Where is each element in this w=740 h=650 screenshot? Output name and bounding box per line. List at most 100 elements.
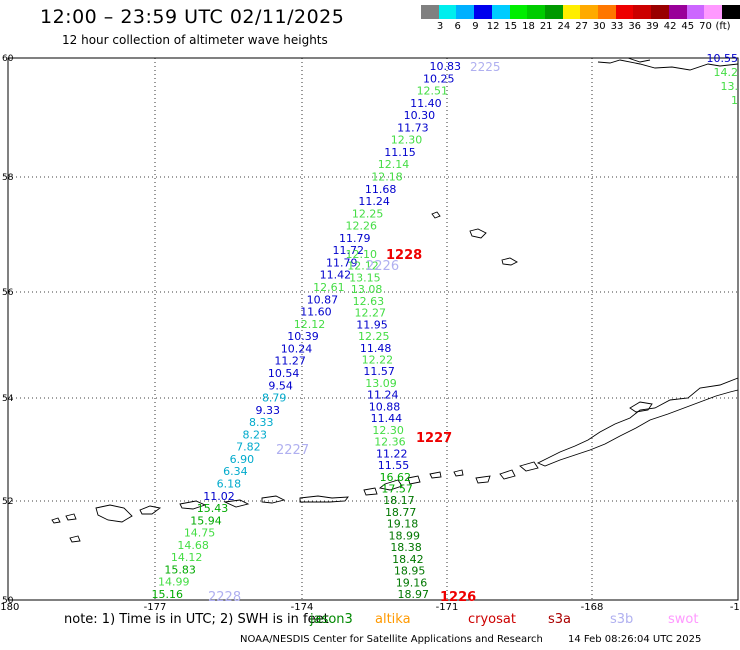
colorbar-swatch: [562, 5, 581, 19]
wave-height-value: 13.08: [351, 283, 383, 296]
wave-height-value: 18.97: [398, 588, 430, 601]
colorbar-label: 15: [504, 21, 518, 32]
wave-height-value: 8.79: [262, 392, 287, 405]
wave-height-value: 14.2: [714, 66, 739, 79]
colorbar-swatch: [651, 5, 670, 19]
wave-height-value: 11.72: [333, 244, 365, 257]
wave-height-value: 7.82: [236, 441, 261, 454]
wave-height-value: 11.42: [320, 269, 352, 282]
wave-height-value: 10.54: [268, 367, 300, 380]
lat-label: 56: [2, 288, 14, 298]
wave-height-value: 12.36: [374, 436, 406, 449]
wave-height-value: 12.27: [354, 307, 386, 320]
wave-height-value: 10.87: [307, 293, 339, 306]
wave-height-value: 17.57: [381, 482, 413, 495]
lon-label: -174: [291, 602, 314, 613]
legend-item-s3a: s3a: [548, 612, 572, 627]
note-text: note: 1) Time is in UTC; 2) SWH is in fe…: [64, 612, 329, 627]
colorbar-swatch: [615, 5, 634, 19]
wave-height-value: 11.95: [356, 318, 388, 331]
colorbar-swatch: [474, 5, 493, 19]
colorbar-label: 30: [592, 21, 606, 32]
pass-id-label: 2225: [470, 60, 501, 74]
wave-height-value: 12.26: [345, 220, 377, 233]
lat-label: 52: [2, 497, 13, 507]
wave-height-value: 12.25: [358, 330, 390, 343]
timestamp-text: 14 Feb 08:26:04 UTC 2025: [568, 634, 702, 645]
wave-height-value: 11.79: [326, 256, 358, 269]
lat-label: 50: [2, 596, 14, 606]
wave-height-value: 12.63: [353, 295, 385, 308]
pass-id-label: 1226: [440, 590, 476, 605]
legend-item-swot: swot: [668, 612, 699, 627]
wave-height-value: 6.90: [230, 453, 255, 466]
wave-height-value: 12.51: [417, 85, 449, 98]
wave-height-value: 11.27: [274, 355, 306, 368]
wave-height-value: 12.12: [294, 318, 326, 331]
wave-height-value: 15.16: [152, 588, 184, 601]
colorbar-label: 18: [522, 21, 535, 32]
colorbar-unit: (ft): [715, 21, 731, 32]
pass-id-label: 1228: [386, 248, 422, 263]
wave-height-value: 11.48: [360, 342, 392, 355]
map-frame: [7, 57, 739, 601]
wave-height-value: 10.30: [404, 109, 436, 122]
colorbar-swatch: [580, 5, 599, 19]
wave-height-value: 18.77: [385, 506, 417, 519]
lat-label: 54: [2, 394, 14, 404]
wave-height-value: 19.16: [396, 576, 428, 589]
wave-height-value: 8.33: [249, 416, 274, 429]
wave-height-value: 12.61: [313, 281, 345, 294]
wave-height-value: 11.40: [410, 97, 442, 110]
legend-item-altika: altika: [375, 612, 411, 627]
colorbar-swatch: [704, 5, 723, 19]
legend-item-cryosat: cryosat: [468, 612, 516, 627]
wave-height-value: 11.24: [358, 195, 390, 208]
wave-height-value: 11.55: [378, 459, 410, 472]
colorbar-label: 3: [436, 21, 444, 32]
colorbar-swatch: [438, 5, 457, 19]
wave-height-value: 14.99: [158, 576, 190, 589]
colorbar-label: 6: [454, 21, 461, 32]
lon-label: -171: [436, 602, 459, 613]
colorbar-label: 70: [699, 21, 712, 32]
wave-height-value: 10.24: [281, 342, 313, 355]
wave-height-value: 11.24: [367, 389, 399, 402]
wave-height-value: 11.79: [339, 232, 371, 245]
lat-lon-grid: [7, 57, 739, 601]
colorbar-swatch: [686, 5, 705, 19]
lon-label: -180: [0, 602, 19, 613]
wave-height-value: 12.30: [372, 424, 404, 437]
axis-labels: 60 58 56 54 52 50-180 -177 -174 -171 -168 -16: [0, 54, 740, 613]
wave-height-value: 12.25: [352, 207, 384, 220]
wave-height-value: 15.94: [190, 514, 222, 527]
wave-height-value: 8.23: [243, 428, 268, 441]
coastline: [51, 57, 739, 543]
wave-height-value: 14.12: [171, 551, 203, 564]
colorbar-swatch: [668, 5, 687, 19]
colorbar-label: 42: [663, 21, 677, 32]
lon-label: -16: [730, 602, 740, 613]
credit-text: NOAA/NESDIS Center for Satellite Applica…: [240, 634, 543, 645]
legend-item-s3b: s3b: [610, 612, 634, 627]
colorbar-swatch: [598, 5, 616, 19]
wave-height-value: 12.12: [347, 260, 379, 273]
wave-height-value: 18.42: [392, 553, 424, 566]
wave-height-value: 12.22: [362, 354, 394, 367]
wave-height-value: 11.68: [365, 183, 397, 196]
wave-height-value: 14.75: [184, 527, 216, 540]
colorbar-swatch: [721, 5, 740, 19]
wave-height-value: 19.18: [387, 518, 419, 531]
colorbar-label: 39: [646, 21, 659, 32]
wave-height-value: 9.54: [268, 379, 293, 392]
track-a-values: 10.8310.2512.5111.4010.3011.7312.3011.15…: [152, 60, 462, 601]
pass-id-label: 2226: [366, 259, 399, 274]
wave-height-value: 10.55: [707, 52, 739, 65]
wave-height-value: 13.: [721, 80, 739, 93]
pass-id-label: 2228: [208, 590, 241, 605]
wave-height-value: 11.60: [300, 306, 332, 319]
colorbar-label: 24: [557, 21, 571, 32]
